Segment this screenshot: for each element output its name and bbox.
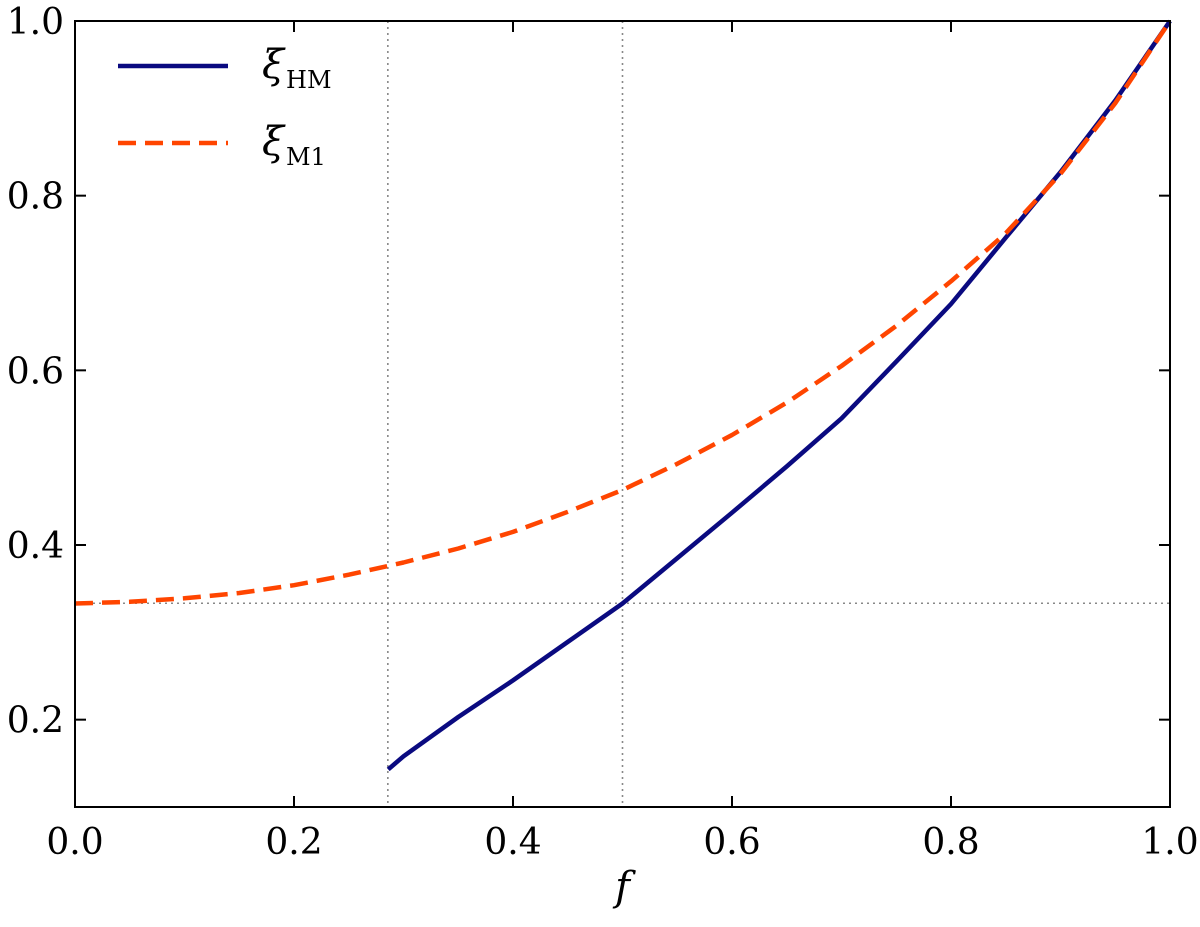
legend: ξHM ξM1 (118, 42, 332, 171)
x-tick-label: 0.6 (703, 822, 760, 863)
series-layer (74, 19, 1172, 772)
y-tick-label: 0.8 (7, 177, 64, 218)
y-tick-label: 0.4 (7, 526, 64, 567)
y-tick-label: 0.6 (7, 351, 64, 392)
x-axis-label: f (612, 864, 636, 910)
legend-label-hm: ξHM (262, 42, 332, 94)
plot-frame (74, 20, 1171, 808)
x-tick-label: 0.8 (922, 822, 979, 863)
series-line-hm (386, 19, 1172, 772)
reference-lines (75, 21, 1170, 807)
y-tick-label: 1.0 (7, 2, 64, 43)
y-tick-label: 0.2 (7, 701, 64, 742)
ticks: 0.0 0.2 0.4 0.6 0.8 1.0 0.2 0.4 0.6 0.8 1.0 (7, 2, 1199, 863)
series-line-m1 (74, 19, 1172, 606)
x-tick-label: 0.0 (46, 822, 103, 863)
x-tick-label: 0.2 (265, 822, 322, 863)
legend-label-m1: ξM1 (262, 119, 326, 171)
x-tick-label: 0.4 (484, 822, 541, 863)
x-tick-label: 1.0 (1141, 822, 1198, 863)
